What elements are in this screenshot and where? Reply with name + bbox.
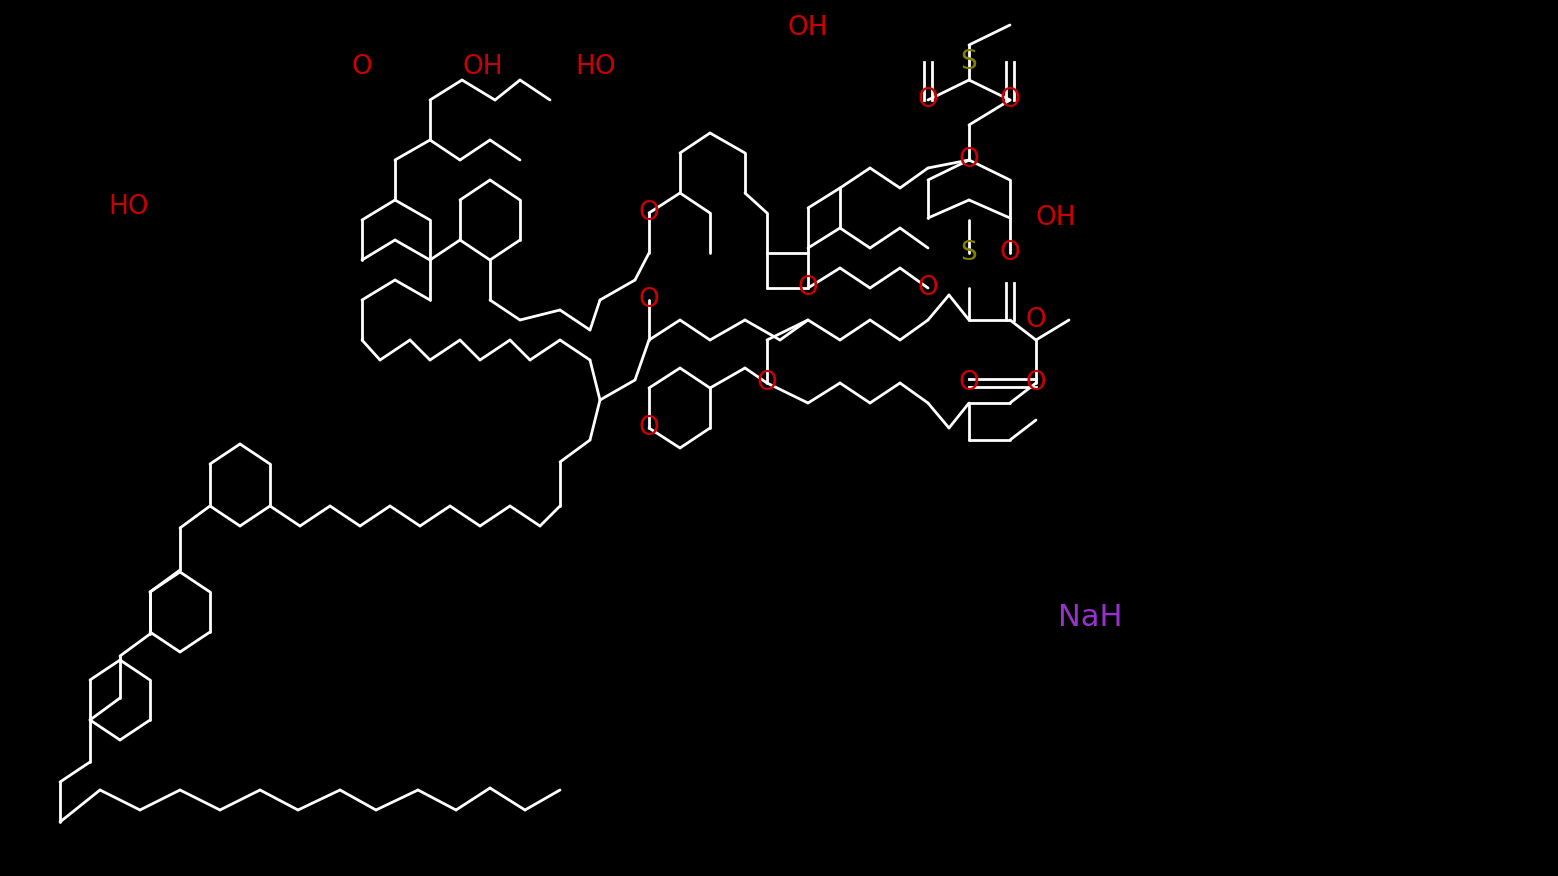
Text: O: O (1025, 307, 1047, 333)
Text: O: O (352, 54, 372, 80)
Text: O: O (1000, 87, 1020, 113)
Text: O: O (918, 275, 938, 301)
Text: O: O (1000, 240, 1020, 266)
Text: O: O (639, 415, 659, 441)
Text: O: O (639, 200, 659, 226)
Text: HO: HO (108, 194, 148, 220)
Text: O: O (639, 287, 659, 313)
Text: NaH: NaH (1058, 604, 1122, 632)
Text: OH: OH (1036, 205, 1077, 231)
Text: S: S (961, 240, 977, 266)
Text: O: O (757, 370, 777, 396)
Text: O: O (1025, 370, 1047, 396)
Text: O: O (798, 275, 818, 301)
Text: HO: HO (576, 54, 617, 80)
Text: OH: OH (788, 15, 829, 41)
Text: OH: OH (463, 54, 503, 80)
Text: S: S (961, 49, 977, 75)
Text: O: O (958, 147, 980, 173)
Text: O: O (918, 87, 938, 113)
Text: O: O (958, 370, 980, 396)
